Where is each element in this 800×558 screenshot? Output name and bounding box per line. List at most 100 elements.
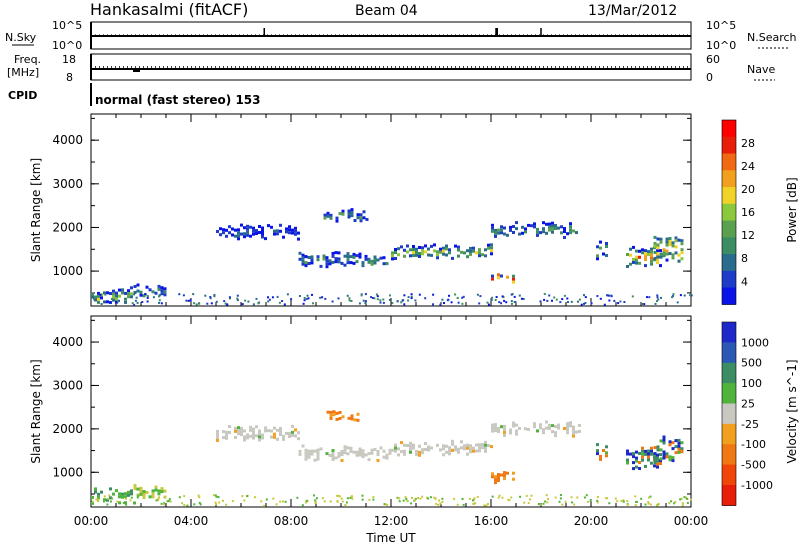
velocity-colorbar-label: Velocity [m s^-1] <box>785 359 799 463</box>
velocity-cell <box>427 448 430 452</box>
time-tick-label-4: 16:00 <box>474 514 509 528</box>
velocity-scatter-point <box>491 495 494 498</box>
velocity-scatter-point <box>647 502 650 505</box>
velocity-scatter-point <box>109 500 112 503</box>
velocity-cell <box>349 449 353 453</box>
velocity-cell <box>331 449 335 452</box>
power-cell <box>506 275 509 279</box>
velocity-cell <box>671 447 675 451</box>
power-scatter-point <box>418 293 421 296</box>
power-scatter-point <box>388 298 391 301</box>
velocity-scatter-point <box>634 504 637 507</box>
velocity-cell <box>454 448 457 452</box>
power-cell <box>106 291 109 295</box>
velocity-scatter-point <box>411 496 413 499</box>
velocity-scatter-point <box>410 502 413 505</box>
velocity-scatter-point <box>222 499 224 502</box>
power-cell <box>659 237 663 241</box>
velocity-cell <box>258 435 261 439</box>
power-scatter-point <box>268 298 271 301</box>
power-cell <box>442 252 445 256</box>
velocity-colorbar-tick-3: 25 <box>741 397 755 410</box>
velocity-scatter-point <box>116 500 119 503</box>
velocity-cell <box>662 441 666 445</box>
velocity-scatter-point <box>472 502 475 505</box>
power-cell <box>469 252 472 256</box>
power-cell <box>530 224 533 228</box>
power-cell <box>503 232 506 236</box>
velocity-cell <box>367 458 371 462</box>
power-cell <box>240 232 243 236</box>
power-scatter-point <box>553 296 556 299</box>
velocity-scatter-point <box>97 500 99 503</box>
power-scatter-point <box>656 296 659 299</box>
velocity-scatter-point <box>361 498 364 501</box>
velocity-scatter-point <box>433 496 436 499</box>
power-scatter-point <box>543 298 546 301</box>
velocity-cell <box>635 465 638 469</box>
velocity-cell <box>596 452 599 456</box>
power-cell <box>267 224 270 228</box>
velocity-scatter-point <box>122 501 125 504</box>
velocity-scatter-point <box>519 495 522 498</box>
velocity-scatter-point <box>670 500 673 503</box>
power-cell <box>457 245 460 249</box>
velocity-cell <box>157 489 161 493</box>
velocity-cell <box>400 450 403 454</box>
velocity-cell <box>503 471 506 475</box>
freq-tick-top: 18 <box>62 53 76 66</box>
power-cell <box>243 232 246 236</box>
power-cell <box>403 254 406 258</box>
velocity-cell <box>376 450 380 453</box>
velocity-cell <box>331 458 335 461</box>
velocity-cell <box>680 441 684 445</box>
velocity-cell <box>331 455 335 458</box>
power-cell <box>130 286 133 290</box>
velocity-cell <box>650 446 653 450</box>
velocity-scatter-point <box>361 494 364 497</box>
velocity-cell <box>335 417 339 421</box>
velocity-cell <box>554 425 557 429</box>
power-cell <box>665 252 669 256</box>
velocity-cell <box>397 447 400 451</box>
velocity-scatter-point <box>497 496 500 499</box>
power-scatter-point <box>548 294 551 297</box>
power-scatter-point <box>671 296 673 299</box>
power-scatter-point <box>563 294 566 297</box>
power-scatter-point <box>690 294 693 297</box>
velocity-cell <box>533 425 536 429</box>
velocity-cell <box>346 446 350 450</box>
power-scatter-point <box>410 293 413 296</box>
velocity-cell <box>228 431 231 434</box>
velocity-scatter-point <box>647 501 650 504</box>
velocity-cell <box>641 458 644 462</box>
velocity-cell <box>335 411 339 415</box>
velocity-cell <box>243 435 246 439</box>
power-cell <box>246 233 249 237</box>
power-scatter-point <box>348 297 351 300</box>
power-cell <box>491 274 494 278</box>
power-cell <box>674 251 678 255</box>
velocity-cell <box>376 459 380 462</box>
power-cell <box>626 265 629 268</box>
power-colorbar-tick-5: 24 <box>741 160 755 173</box>
power-scatter-point <box>631 295 634 298</box>
velocity-scatter-point <box>198 502 201 504</box>
power-scatter-point <box>303 297 306 299</box>
power-cell <box>325 262 329 266</box>
velocity-cell <box>451 442 454 446</box>
power-cell <box>665 240 669 244</box>
velocity-cell <box>355 450 359 454</box>
velocity-cell <box>157 492 161 496</box>
power-scatter-point <box>596 295 599 297</box>
power-scatter-point <box>319 296 322 299</box>
power-cell <box>346 255 350 259</box>
velocity-cell <box>677 447 681 451</box>
power-scatter-point <box>146 300 149 303</box>
power-cell <box>542 227 545 231</box>
power-scatter-point <box>376 295 379 298</box>
power-cell <box>255 229 258 232</box>
power-cell <box>359 213 363 217</box>
power-scatter-point <box>193 302 196 305</box>
velocity-cell <box>94 490 97 494</box>
